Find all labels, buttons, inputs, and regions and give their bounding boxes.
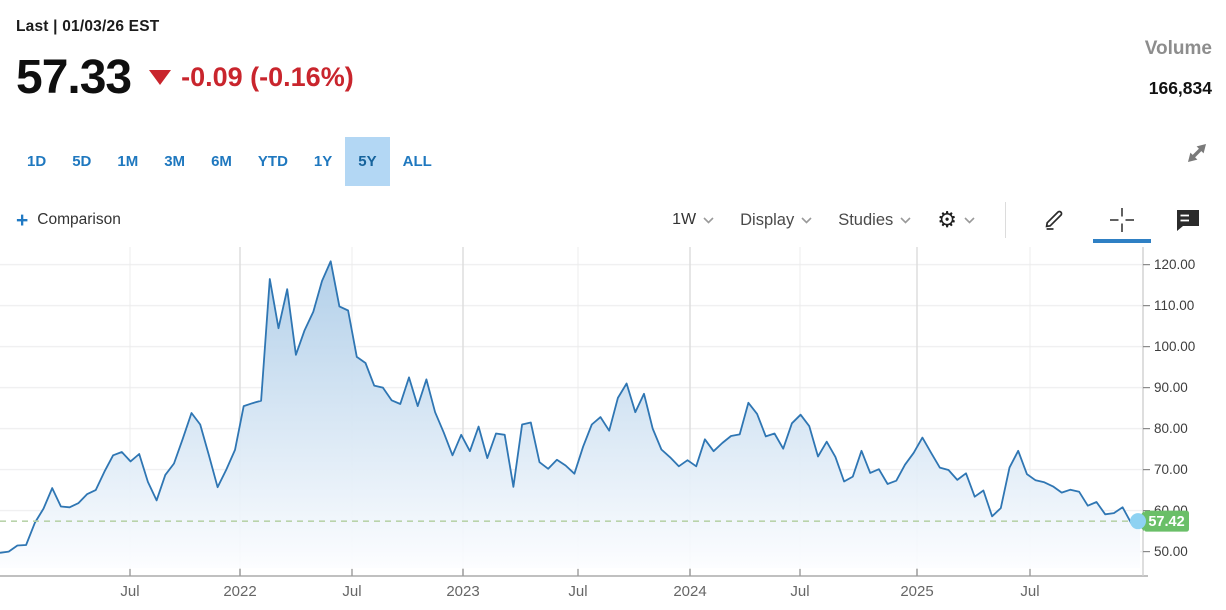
display-dropdown[interactable]: Display bbox=[740, 211, 812, 230]
chevron-down-icon bbox=[801, 216, 812, 224]
settings-dropdown[interactable]: ⚙ bbox=[937, 209, 975, 231]
volume-label: Volume bbox=[1144, 38, 1212, 59]
down-triangle-icon bbox=[149, 70, 172, 85]
comparison-label: Comparison bbox=[37, 211, 121, 228]
chevron-down-icon bbox=[900, 216, 911, 224]
range-tab-ytd[interactable]: YTD bbox=[257, 153, 288, 170]
display-label: Display bbox=[740, 210, 795, 229]
x-axis-label: Jul bbox=[120, 583, 139, 600]
y-axis-label: 100.00 bbox=[1154, 339, 1195, 354]
y-axis-label: 80.00 bbox=[1154, 421, 1188, 436]
x-axis-label: 2024 bbox=[673, 583, 706, 600]
comments-tool-button[interactable] bbox=[1168, 199, 1208, 241]
plus-icon: + bbox=[16, 208, 29, 232]
last-price-badge bbox=[1144, 510, 1189, 532]
toolbar-divider bbox=[1005, 202, 1006, 238]
range-tab-1m[interactable]: 1M bbox=[117, 153, 139, 170]
last-price: 57.33 bbox=[16, 51, 132, 104]
expand-diagonal-icon bbox=[1188, 144, 1206, 162]
range-tab-3m[interactable]: 3M bbox=[164, 153, 186, 170]
crosshair-tool-button[interactable] bbox=[1093, 199, 1151, 243]
studies-label: Studies bbox=[838, 210, 894, 229]
comments-icon bbox=[1177, 210, 1199, 231]
interval-value: 1W bbox=[672, 211, 697, 228]
price-line bbox=[0, 260, 1141, 554]
range-tab-5d[interactable]: 5D bbox=[72, 153, 92, 170]
price-change-group: -0.09 (-0.16%) bbox=[149, 62, 354, 93]
chart-canvas[interactable]: Jul 2022 Jul 2023 Jul 2024 Jul 2025 Jul 120.00 110… bbox=[0, 240, 1226, 610]
range-tab-all[interactable]: ALL bbox=[402, 153, 432, 170]
range-tab-1y[interactable]: 1Y bbox=[313, 153, 333, 170]
x-axis-label: Jul bbox=[568, 583, 587, 600]
x-axis-label: 2022 bbox=[223, 583, 256, 600]
price-row: 57.33 -0.09 (-0.16%) bbox=[16, 50, 354, 105]
last-price-dot bbox=[1130, 513, 1146, 530]
x-axis-label: Jul bbox=[342, 583, 361, 600]
x-axis-label: 2025 bbox=[900, 583, 933, 600]
chevron-down-icon bbox=[703, 216, 714, 224]
comparison-button[interactable]: + Comparison bbox=[16, 199, 121, 241]
interval-dropdown[interactable]: 1W bbox=[672, 211, 714, 229]
last-timestamp: Last | 01/03/26 EST bbox=[16, 18, 160, 35]
toolbar-right: 1W Display Studies ⚙ bbox=[672, 199, 1208, 243]
draw-tool-button[interactable] bbox=[1036, 199, 1076, 241]
last-price-badge-label: 57.42 bbox=[1148, 514, 1184, 530]
x-axis-label: Jul bbox=[1020, 583, 1039, 600]
x-axis-label: Jul bbox=[790, 583, 809, 600]
range-tab-6m[interactable]: 6M bbox=[211, 153, 232, 170]
range-tab-1d[interactable]: 1D bbox=[27, 153, 47, 170]
y-axis-label: 70.00 bbox=[1154, 462, 1188, 477]
chart-area[interactable]: Jul 2022 Jul 2023 Jul 2024 Jul 2025 Jul 120.00 110… bbox=[0, 240, 1226, 610]
pencil-icon bbox=[1045, 210, 1063, 230]
chevron-down-icon bbox=[964, 216, 975, 224]
crosshair-icon bbox=[1110, 208, 1134, 232]
y-axis-label: 110.00 bbox=[1154, 298, 1194, 313]
gear-icon: ⚙ bbox=[937, 207, 957, 232]
range-tab-5y[interactable]: 5Y bbox=[345, 137, 390, 186]
studies-dropdown[interactable]: Studies bbox=[838, 211, 911, 230]
chart-toolbar: + Comparison 1W Display Studies ⚙ bbox=[0, 199, 1226, 243]
y-axis-label: 50.00 bbox=[1154, 544, 1188, 559]
x-axis-label: 2023 bbox=[446, 583, 479, 600]
y-axis-label: 120.00 bbox=[1154, 257, 1195, 272]
expand-button[interactable] bbox=[1182, 136, 1212, 170]
range-tabs: 1D 5D 1M 3M 6M YTD 1Y 5Y ALL bbox=[14, 137, 445, 186]
price-change: -0.09 (-0.16%) bbox=[181, 62, 354, 92]
y-axis-label: 90.00 bbox=[1154, 380, 1188, 395]
price-area bbox=[0, 261, 1140, 568]
volume-value: 166,834 bbox=[1148, 78, 1212, 98]
